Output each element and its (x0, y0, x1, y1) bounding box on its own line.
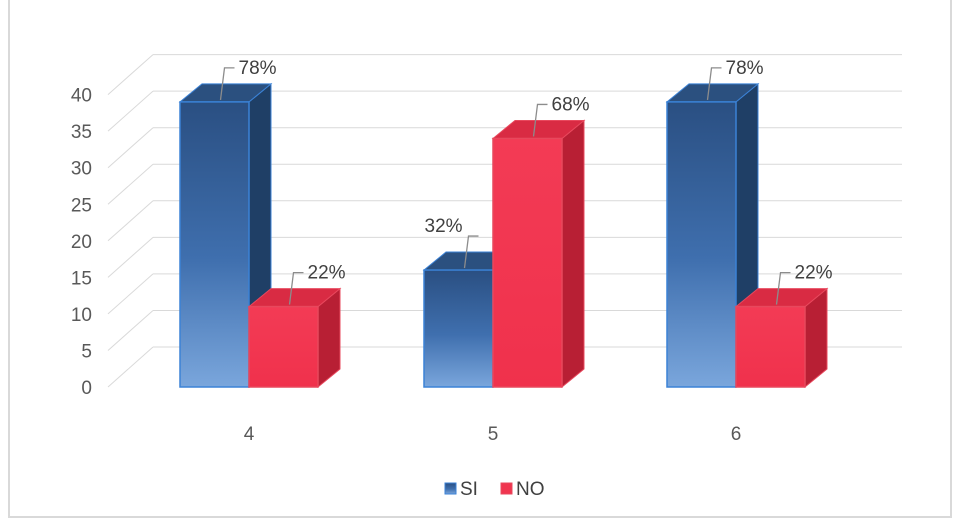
legend-item-si: SI (444, 479, 478, 500)
gridline-depth (107, 310, 154, 351)
gridline-depth (107, 90, 154, 132)
data-label: 78% (726, 58, 764, 79)
data-label-leader (288, 271, 304, 305)
x-axis: 4 5 6 (244, 424, 742, 445)
bar-front (248, 305, 319, 388)
bar-side (561, 119, 585, 389)
y-tick-label: 40 (71, 86, 92, 107)
bar-front (423, 269, 494, 388)
data-label: 78% (239, 58, 277, 79)
gridline-depth (107, 54, 154, 95)
bar-front (179, 101, 250, 388)
data-labels: 78% 22% 32% 68% 78% 22% (219, 58, 833, 305)
y-tick-label: 10 (71, 305, 92, 326)
bar-no (247, 287, 342, 389)
legend-swatch (500, 482, 513, 495)
y-tick-label: 15 (71, 268, 92, 289)
legend-label: NO (516, 479, 545, 500)
data-label: 22% (795, 263, 833, 284)
gridline-depth (107, 346, 154, 388)
bar-no (734, 287, 829, 389)
data-label-leader (706, 67, 722, 100)
x-tick-label: 4 (244, 424, 255, 445)
y-tick-label: 5 (81, 341, 92, 362)
gridline-depth (107, 127, 154, 169)
bar-front (735, 305, 806, 388)
gridline-depth (107, 163, 154, 205)
bar-front (492, 137, 563, 388)
data-label-leader (532, 103, 548, 137)
gridline-depth (107, 236, 154, 278)
chart-frame (8, 0, 952, 518)
bars (178, 82, 829, 389)
legend-swatch (444, 482, 457, 495)
bar-no (491, 119, 586, 389)
y-tick-label: 25 (71, 195, 92, 216)
data-label: 68% (552, 94, 590, 115)
gridline-depth (107, 200, 154, 242)
legend-item-no: NO (500, 479, 545, 500)
y-tick-label: 30 (71, 159, 92, 180)
data-label: 22% (308, 263, 346, 284)
data-label: 32% (425, 216, 463, 237)
y-axis: 0 5 10 15 20 25 30 35 40 (71, 86, 92, 399)
x-tick-label: 5 (488, 424, 499, 445)
legend: SI NO (444, 479, 545, 500)
y-tick-label: 35 (71, 122, 92, 143)
legend-label: SI (460, 479, 478, 500)
data-label-leader (463, 235, 479, 269)
x-tick-label: 6 (731, 424, 742, 445)
gridline-depth (107, 273, 154, 315)
y-tick-label: 20 (71, 232, 92, 253)
y-tick-label: 0 (81, 378, 92, 399)
data-label-leader (775, 271, 791, 305)
data-label-leader (219, 67, 235, 100)
bar-front (666, 101, 737, 388)
